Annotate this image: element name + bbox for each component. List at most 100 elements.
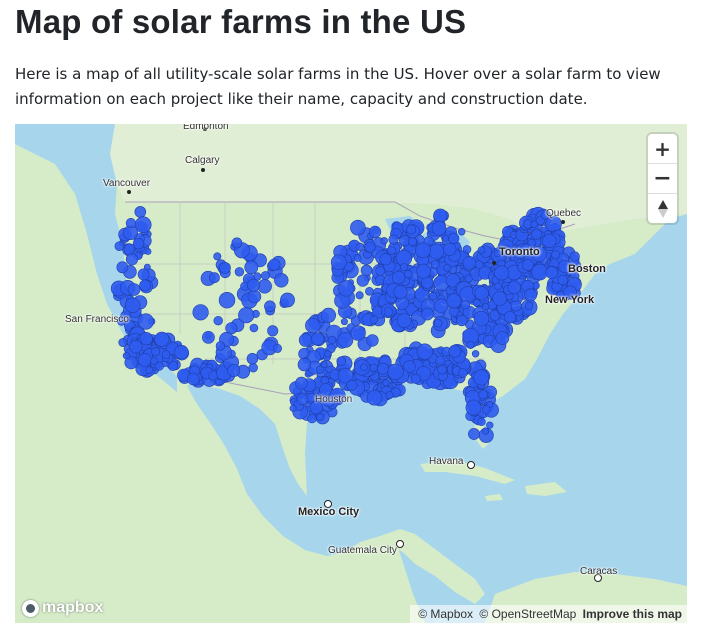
- solar-farm-marker[interactable]: [458, 227, 466, 236]
- solar-farm-marker[interactable]: [272, 343, 282, 353]
- solar-farm-marker[interactable]: [350, 325, 366, 341]
- solar-farm-marker[interactable]: [234, 267, 245, 277]
- solar-farm-marker[interactable]: [118, 338, 128, 347]
- solar-farm-marker[interactable]: [377, 362, 389, 375]
- solar-farm-marker[interactable]: [154, 331, 170, 347]
- solar-farm-marker[interactable]: [466, 340, 475, 349]
- solar-farm-marker[interactable]: [330, 254, 347, 271]
- solar-farm-marker[interactable]: [499, 244, 513, 257]
- solar-farm-marker[interactable]: [510, 299, 522, 312]
- solar-farm-marker[interactable]: [473, 310, 490, 327]
- solar-farm-marker[interactable]: [137, 268, 150, 281]
- solar-farm-marker[interactable]: [208, 272, 220, 284]
- solar-farm-marker[interactable]: [338, 280, 355, 297]
- solar-farm-marker[interactable]: [125, 253, 139, 266]
- solar-farm-marker[interactable]: [410, 373, 421, 384]
- solar-farm-marker[interactable]: [503, 311, 517, 324]
- solar-farm-marker[interactable]: [315, 365, 324, 374]
- solar-farm-marker[interactable]: [481, 427, 490, 435]
- solar-farm-marker[interactable]: [144, 248, 152, 255]
- solar-farm-marker[interactable]: [247, 289, 262, 304]
- solar-farm-marker[interactable]: [430, 259, 440, 269]
- solar-farm-marker[interactable]: [443, 242, 457, 256]
- solar-farm-marker[interactable]: [431, 221, 447, 236]
- solar-farm-marker[interactable]: [298, 333, 313, 347]
- solar-farm-marker[interactable]: [261, 271, 271, 281]
- solar-farm-marker[interactable]: [366, 334, 379, 347]
- solar-farm-marker[interactable]: [355, 242, 364, 252]
- solar-farm-marker[interactable]: [320, 307, 336, 323]
- solar-farm-marker[interactable]: [478, 389, 488, 400]
- solar-farm-marker[interactable]: [396, 313, 412, 328]
- solar-farm-marker[interactable]: [468, 428, 480, 440]
- solar-farm-markers[interactable]: [15, 124, 687, 623]
- solar-farm-marker[interactable]: [360, 363, 368, 372]
- solar-farm-marker[interactable]: [414, 242, 431, 259]
- solar-farm-marker[interactable]: [134, 206, 147, 218]
- solar-farm-marker[interactable]: [399, 263, 408, 272]
- solar-farm-marker[interactable]: [337, 367, 354, 384]
- solar-farm-marker[interactable]: [154, 361, 164, 371]
- solar-farm-marker[interactable]: [114, 241, 125, 251]
- solar-farm-marker[interactable]: [201, 330, 215, 344]
- solar-farm-map[interactable]: Edmonton Calgary Vancouver Quebec Toront…: [15, 124, 687, 623]
- solar-farm-marker[interactable]: [386, 246, 396, 256]
- solar-farm-marker[interactable]: [319, 383, 333, 397]
- solar-farm-marker[interactable]: [557, 274, 569, 286]
- solar-farm-marker[interactable]: [457, 368, 468, 378]
- solar-farm-marker[interactable]: [116, 261, 129, 274]
- solar-farm-marker[interactable]: [474, 286, 489, 301]
- solar-farm-marker[interactable]: [477, 246, 485, 254]
- solar-farm-marker[interactable]: [383, 307, 394, 317]
- solar-farm-marker[interactable]: [129, 340, 143, 354]
- solar-farm-marker[interactable]: [569, 251, 580, 262]
- solar-farm-marker[interactable]: [519, 243, 533, 257]
- solar-farm-marker[interactable]: [124, 356, 138, 370]
- solar-farm-marker[interactable]: [550, 250, 560, 260]
- solar-farm-marker[interactable]: [542, 233, 557, 248]
- solar-farm-marker[interactable]: [247, 278, 261, 292]
- solar-farm-marker[interactable]: [563, 285, 577, 300]
- solar-farm-marker[interactable]: [416, 343, 433, 360]
- solar-farm-marker[interactable]: [530, 220, 538, 229]
- solar-farm-marker[interactable]: [150, 357, 158, 365]
- improve-map-link[interactable]: Improve this map: [582, 607, 682, 621]
- solar-farm-marker[interactable]: [161, 350, 171, 359]
- solar-farm-marker[interactable]: [558, 259, 572, 274]
- solar-farm-marker[interactable]: [307, 413, 317, 424]
- solar-farm-marker[interactable]: [364, 241, 376, 253]
- solar-farm-marker[interactable]: [465, 399, 482, 416]
- solar-farm-marker[interactable]: [137, 352, 152, 367]
- solar-farm-marker[interactable]: [405, 224, 416, 235]
- solar-farm-marker[interactable]: [494, 282, 502, 291]
- solar-farm-marker[interactable]: [139, 279, 152, 292]
- solar-farm-marker[interactable]: [369, 315, 379, 324]
- solar-farm-marker[interactable]: [473, 369, 490, 386]
- zoom-in-button[interactable]: +: [654, 136, 671, 161]
- solar-farm-marker[interactable]: [356, 274, 369, 287]
- solar-farm-marker[interactable]: [402, 360, 416, 373]
- solar-farm-marker[interactable]: [391, 270, 406, 285]
- solar-farm-marker[interactable]: [446, 293, 462, 309]
- solar-farm-marker[interactable]: [369, 363, 378, 372]
- solar-farm-marker[interactable]: [540, 211, 550, 220]
- solar-farm-marker[interactable]: [137, 313, 154, 330]
- solar-farm-marker[interactable]: [353, 254, 362, 262]
- solar-farm-marker[interactable]: [531, 228, 543, 240]
- solar-farm-marker[interactable]: [309, 401, 323, 415]
- solar-farm-marker[interactable]: [507, 280, 522, 295]
- solar-farm-marker[interactable]: [471, 350, 480, 358]
- solar-farm-marker[interactable]: [227, 364, 241, 378]
- solar-farm-marker[interactable]: [219, 262, 231, 274]
- solar-farm-marker[interactable]: [340, 318, 348, 326]
- solar-farm-marker[interactable]: [472, 298, 481, 307]
- solar-farm-marker[interactable]: [311, 332, 325, 346]
- solar-farm-marker[interactable]: [151, 347, 161, 357]
- solar-farm-marker[interactable]: [213, 252, 222, 261]
- solar-farm-marker[interactable]: [531, 263, 548, 281]
- solar-farm-marker[interactable]: [524, 288, 537, 302]
- solar-farm-marker[interactable]: [268, 258, 281, 271]
- solar-farm-marker[interactable]: [215, 341, 226, 351]
- solar-farm-marker[interactable]: [122, 352, 130, 360]
- solar-farm-marker[interactable]: [482, 303, 490, 311]
